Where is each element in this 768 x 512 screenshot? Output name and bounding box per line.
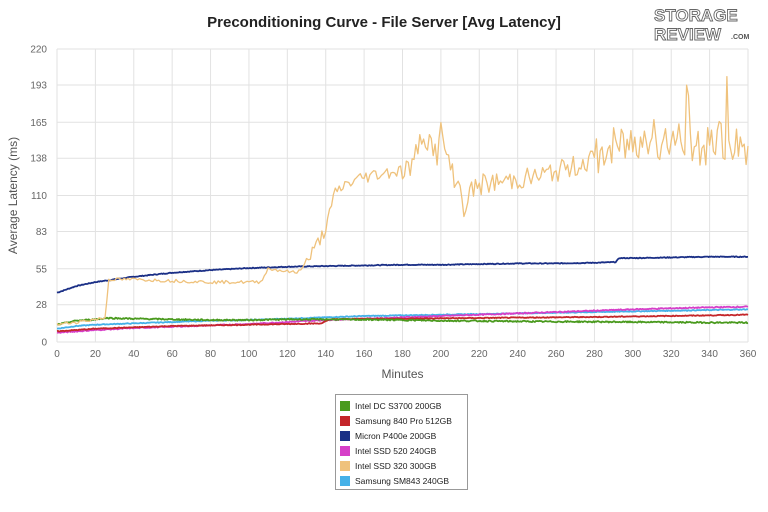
x-tick-label: 260 bbox=[548, 349, 565, 360]
x-tick-label: 280 bbox=[586, 349, 603, 360]
legend-item: Intel DC S3700 200GB bbox=[340, 398, 463, 413]
x-tick-label: 300 bbox=[624, 349, 641, 360]
legend-label: Intel SSD 320 300GB bbox=[355, 460, 437, 471]
legend-swatch bbox=[340, 430, 350, 441]
x-tick-label: 340 bbox=[701, 349, 718, 360]
y-tick-label: 220 bbox=[30, 45, 47, 56]
x-tick-label: 100 bbox=[241, 349, 258, 360]
y-tick-label: 0 bbox=[41, 338, 47, 349]
x-axis-title: Minutes bbox=[381, 367, 423, 381]
legend-item: Micron P400e 200GB bbox=[340, 428, 463, 443]
legend-swatch bbox=[340, 475, 350, 486]
x-tick-label: 220 bbox=[471, 349, 488, 360]
storage-review-logo: STORAGE REVIEW .COM bbox=[654, 6, 750, 44]
y-tick-label: 83 bbox=[36, 227, 48, 238]
x-tick-label: 0 bbox=[54, 349, 60, 360]
series-line-0 bbox=[57, 316, 749, 326]
x-tick-labels: 0 20 40 60 80 100 120 140 160 180 200 220 240 260 280 3… bbox=[54, 349, 757, 360]
x-tick-label: 120 bbox=[279, 349, 296, 360]
series-line-2 bbox=[56, 255, 748, 294]
x-tick-label: 180 bbox=[394, 349, 411, 360]
legend-swatch bbox=[340, 460, 350, 471]
x-tick-label: 60 bbox=[167, 349, 179, 360]
legend-item: Samsung 840 Pro 512GB bbox=[340, 413, 463, 428]
y-tick-label: 55 bbox=[36, 264, 48, 275]
legend-label: Samsung 840 Pro 512GB bbox=[355, 415, 452, 426]
legend-item: Intel SSD 320 300GB bbox=[340, 458, 463, 473]
x-tick-label: 20 bbox=[90, 349, 102, 360]
series-line-4 bbox=[56, 75, 749, 327]
legend-swatch bbox=[340, 400, 350, 411]
legend-swatch bbox=[340, 415, 350, 426]
y-tick-labels: 0 28 55 83 110 138 165 193 220 bbox=[30, 45, 47, 349]
series-lines bbox=[56, 75, 749, 334]
series-line-5 bbox=[56, 308, 749, 330]
chart-legend: Intel DC S3700 200GB Samsung 840 Pro 512G… bbox=[335, 394, 468, 490]
x-tick-label: 320 bbox=[663, 349, 680, 360]
legend-item: Samsung SM843 240GB bbox=[340, 473, 463, 488]
grid-lines bbox=[56, 48, 749, 343]
x-tick-label: 240 bbox=[509, 349, 526, 360]
logo-suffix: .COM bbox=[731, 34, 749, 41]
chart-title: Preconditioning Curve - File Server [Avg… bbox=[207, 14, 561, 31]
latency-line-chart: 0 20 40 60 80 100 120 140 160 180 200 220 240 260 280 3… bbox=[6, 45, 757, 382]
legend-label: Samsung SM843 240GB bbox=[355, 475, 450, 486]
x-tick-label: 80 bbox=[205, 349, 217, 360]
legend-label: Intel DC S3700 200GB bbox=[355, 400, 442, 411]
legend-item: Intel SSD 520 240GB bbox=[340, 443, 463, 458]
legend-swatch bbox=[340, 445, 350, 456]
x-tick-label: 140 bbox=[317, 349, 334, 360]
x-tick-label: 160 bbox=[356, 349, 373, 360]
series-line-1 bbox=[56, 313, 749, 333]
y-tick-label: 110 bbox=[31, 191, 47, 202]
logo-line2: REVIEW bbox=[654, 25, 722, 44]
logo-line1: STORAGE bbox=[654, 6, 738, 25]
x-tick-label: 40 bbox=[128, 349, 140, 360]
y-tick-label: 193 bbox=[30, 80, 47, 91]
y-axis-title: Average Latency (ms) bbox=[6, 137, 20, 254]
legend-label: Micron P400e 200GB bbox=[355, 430, 437, 441]
legend-label: Intel SSD 520 240GB bbox=[355, 445, 437, 456]
y-tick-label: 28 bbox=[36, 300, 48, 311]
x-tick-label: 360 bbox=[740, 349, 757, 360]
y-tick-label: 138 bbox=[30, 154, 47, 165]
x-tick-label: 200 bbox=[433, 349, 450, 360]
y-tick-label: 165 bbox=[30, 118, 47, 129]
